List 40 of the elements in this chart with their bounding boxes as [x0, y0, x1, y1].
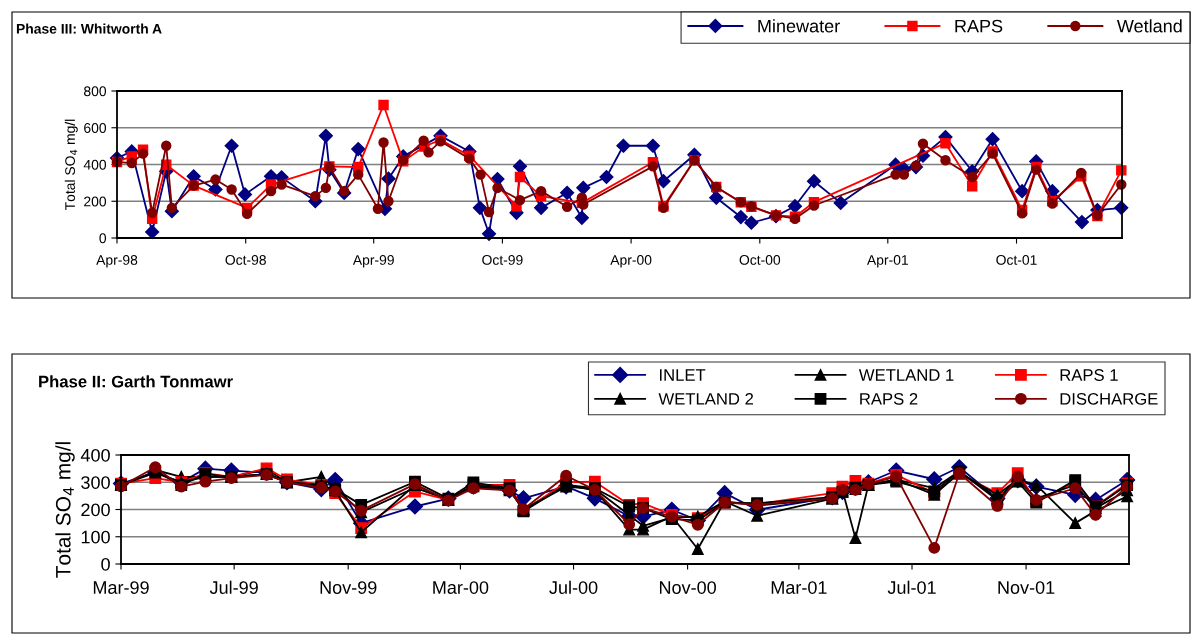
y-tick-label: 100 — [81, 530, 110, 544]
legend-label: RAPS 2 — [860, 392, 918, 405]
x-tick-label: Oct-00 — [739, 255, 781, 265]
y-tick-label: 0 — [99, 233, 107, 244]
y-tick-label: 400 — [80, 448, 110, 462]
chart-title: Phase II: Garth Tonmawr — [39, 375, 233, 388]
legend-label: INLET — [660, 369, 706, 381]
legend-label: Minewater — [758, 19, 840, 33]
x-tick-label: Jul-99 — [209, 580, 258, 594]
x-tick-label: Oct-98 — [225, 255, 266, 265]
legend-label: WETLAND 2 — [658, 392, 754, 405]
x-tick-label: Apr-01 — [866, 255, 908, 268]
x-tick-label: Oct-99 — [482, 255, 523, 265]
x-tick-label: Apr-99 — [352, 255, 394, 268]
x-tick-label: Mar-00 — [433, 581, 489, 594]
y-tick-label: 800 — [84, 86, 107, 97]
legend-label: RAPS 1 — [1060, 369, 1118, 381]
legend-label: WETLAND 1 — [858, 369, 954, 381]
y-tick-label: 0 — [101, 557, 110, 571]
x-tick-label: Apr-98 — [96, 255, 138, 268]
x-tick-label: Jul-00 — [549, 580, 598, 594]
x-tick-label: Oct-01 — [996, 255, 1037, 265]
x-tick-label: Mar-99 — [93, 581, 149, 594]
x-tick-label: Nov-00 — [659, 581, 716, 594]
y-tick-label: 400 — [83, 159, 107, 170]
x-tick-label: Nov-01 — [998, 581, 1055, 594]
chart-title: Phase III: Whitworth A — [16, 23, 162, 34]
legend-label: Wetland — [1116, 19, 1182, 33]
x-tick-label: Apr-00 — [610, 255, 652, 268]
x-tick-label: Mar-01 — [771, 581, 827, 594]
y-tick-label: 200 — [84, 196, 107, 207]
x-tick-label: Jul-01 — [887, 580, 936, 594]
x-tick-label: Nov-99 — [320, 581, 377, 594]
y-tick-label: 300 — [81, 476, 110, 489]
legend-label: DISCHARGE — [1060, 392, 1158, 405]
y-axis-title: Total SO$_{4}$ mg/l — [55, 442, 75, 578]
y-axis-title: Total SO$_{4}$ mg/l — [64, 119, 78, 211]
y-tick-label: 200 — [81, 503, 110, 517]
y-tick-label: 600 — [84, 123, 107, 133]
legend-label: RAPS — [955, 19, 1003, 33]
